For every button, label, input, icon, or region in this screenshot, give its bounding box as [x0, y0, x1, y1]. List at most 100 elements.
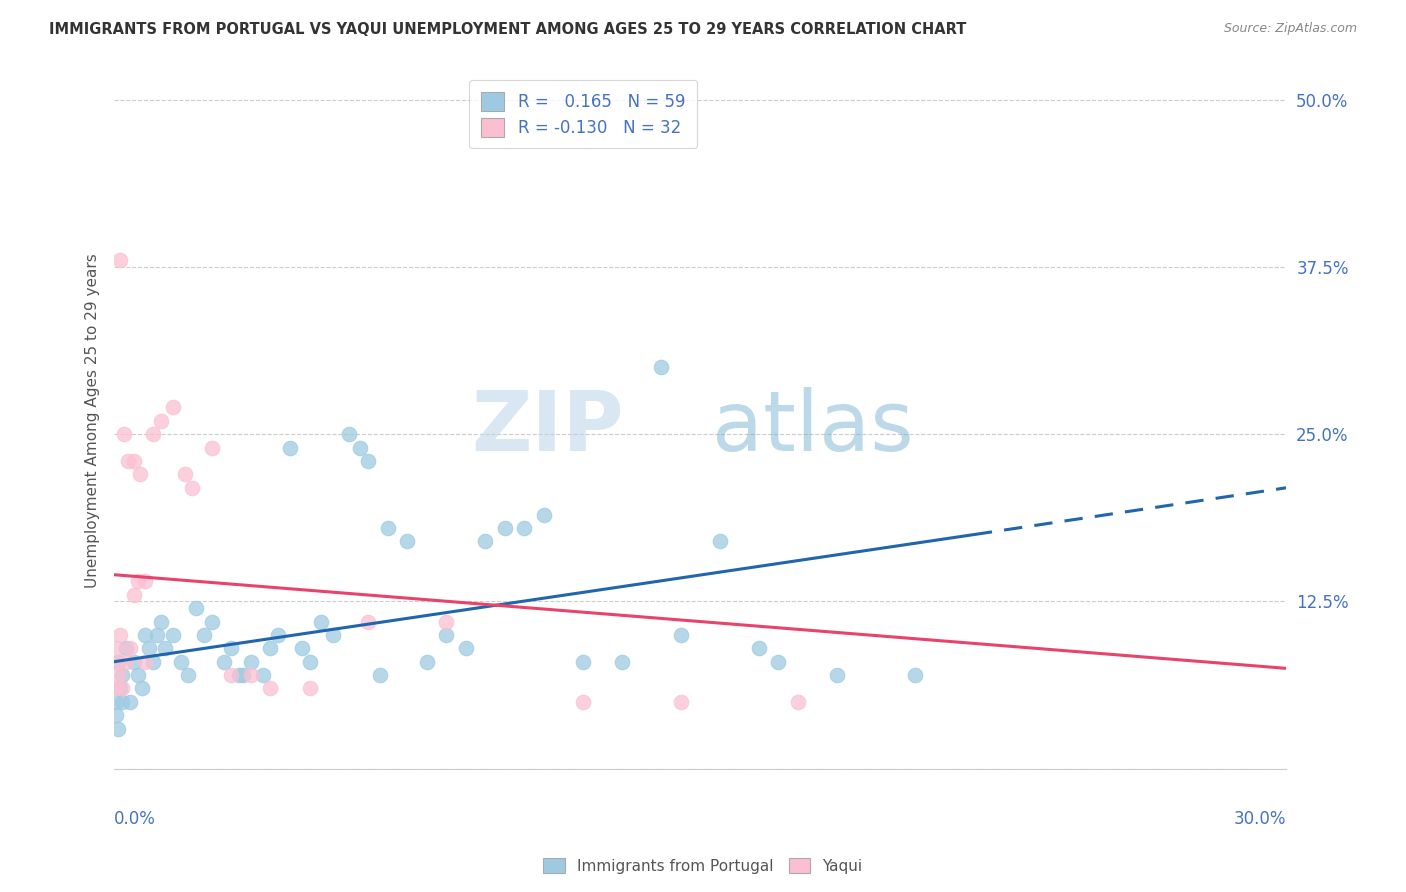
Point: [117, 454, 139, 468]
Text: Source: ZipAtlas.com: Source: ZipAtlas.com: [1223, 22, 1357, 36]
Point: [127, 574, 149, 589]
Point: [118, 695, 141, 709]
Point: [357, 454, 380, 468]
Point: [904, 668, 927, 682]
Y-axis label: Unemployment Among Ages 25 to 29 years: Unemployment Among Ages 25 to 29 years: [86, 253, 100, 588]
Point: [239, 668, 262, 682]
Point: [134, 655, 156, 669]
Point: [177, 668, 200, 682]
Point: [572, 655, 595, 669]
Text: IMMIGRANTS FROM PORTUGAL VS YAQUI UNEMPLOYMENT AMONG AGES 25 TO 29 YEARS CORRELA: IMMIGRANTS FROM PORTUGAL VS YAQUI UNEMPL…: [49, 22, 966, 37]
Point: [259, 681, 281, 696]
Point: [474, 534, 496, 549]
Point: [434, 615, 457, 629]
Point: [122, 655, 145, 669]
Legend: Immigrants from Portugal, Yaqui: Immigrants from Portugal, Yaqui: [537, 852, 869, 880]
Point: [142, 427, 165, 442]
Point: [122, 588, 145, 602]
Point: [108, 681, 131, 696]
Point: [134, 628, 156, 642]
Point: [416, 655, 439, 669]
Point: [193, 628, 215, 642]
Point: [396, 534, 419, 549]
Point: [650, 360, 672, 375]
Point: [267, 628, 290, 642]
Point: [298, 681, 321, 696]
Point: [291, 641, 314, 656]
Point: [105, 641, 128, 656]
Point: [111, 681, 134, 696]
Point: [105, 708, 128, 723]
Point: [112, 427, 135, 442]
Text: atlas: atlas: [711, 387, 914, 468]
Point: [239, 655, 262, 669]
Point: [138, 641, 160, 656]
Point: [107, 655, 129, 669]
Point: [115, 641, 138, 656]
Point: [232, 668, 254, 682]
Point: [259, 641, 281, 656]
Point: [105, 695, 128, 709]
Point: [228, 668, 250, 682]
Text: ZIP: ZIP: [471, 387, 624, 468]
Point: [111, 695, 134, 709]
Text: 0.0%: 0.0%: [114, 811, 156, 829]
Point: [494, 521, 516, 535]
Point: [709, 534, 731, 549]
Point: [107, 722, 129, 736]
Point: [115, 655, 138, 669]
Point: [134, 574, 156, 589]
Point: [357, 615, 380, 629]
Point: [572, 695, 595, 709]
Point: [434, 628, 457, 642]
Point: [169, 655, 191, 669]
Point: [513, 521, 536, 535]
Point: [107, 668, 129, 682]
Point: [311, 615, 333, 629]
Point: [787, 695, 810, 709]
Point: [122, 454, 145, 468]
Point: [118, 641, 141, 656]
Point: [221, 668, 243, 682]
Point: [533, 508, 555, 522]
Point: [212, 655, 235, 669]
Point: [181, 481, 204, 495]
Point: [748, 641, 770, 656]
Point: [221, 641, 243, 656]
Point: [162, 628, 184, 642]
Point: [162, 401, 184, 415]
Point: [201, 441, 224, 455]
Point: [337, 427, 360, 442]
Point: [349, 441, 371, 455]
Point: [612, 655, 634, 669]
Point: [278, 441, 301, 455]
Point: [825, 668, 848, 682]
Point: [131, 681, 153, 696]
Point: [108, 253, 131, 268]
Point: [105, 681, 128, 696]
Point: [454, 641, 477, 656]
Point: [252, 668, 274, 682]
Point: [153, 641, 176, 656]
Point: [111, 668, 134, 682]
Point: [322, 628, 344, 642]
Point: [142, 655, 165, 669]
Point: [186, 601, 208, 615]
Point: [669, 628, 692, 642]
Point: [669, 695, 692, 709]
Point: [768, 655, 790, 669]
Point: [108, 628, 131, 642]
Point: [107, 655, 129, 669]
Point: [127, 668, 149, 682]
Point: [298, 655, 321, 669]
Point: [128, 467, 150, 482]
Point: [368, 668, 391, 682]
Point: [146, 628, 169, 642]
Point: [201, 615, 224, 629]
Point: [150, 414, 173, 428]
Point: [377, 521, 399, 535]
Point: [173, 467, 195, 482]
Point: [150, 615, 173, 629]
Text: 30.0%: 30.0%: [1234, 811, 1286, 829]
Legend: R =   0.165   N = 59, R = -0.130   N = 32: R = 0.165 N = 59, R = -0.130 N = 32: [470, 80, 697, 148]
